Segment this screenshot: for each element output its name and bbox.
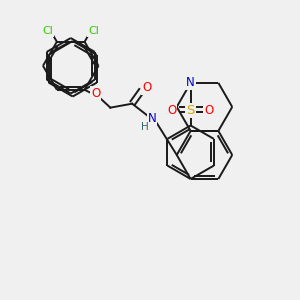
Text: O: O [142, 81, 152, 94]
Text: S: S [186, 104, 195, 117]
Text: Cl: Cl [43, 26, 53, 36]
Text: N: N [186, 76, 195, 89]
Text: O: O [205, 104, 214, 117]
Text: O: O [91, 87, 100, 100]
Text: O: O [167, 104, 176, 117]
Text: Cl: Cl [88, 26, 99, 36]
Text: N: N [148, 112, 156, 125]
Text: H: H [141, 122, 149, 133]
